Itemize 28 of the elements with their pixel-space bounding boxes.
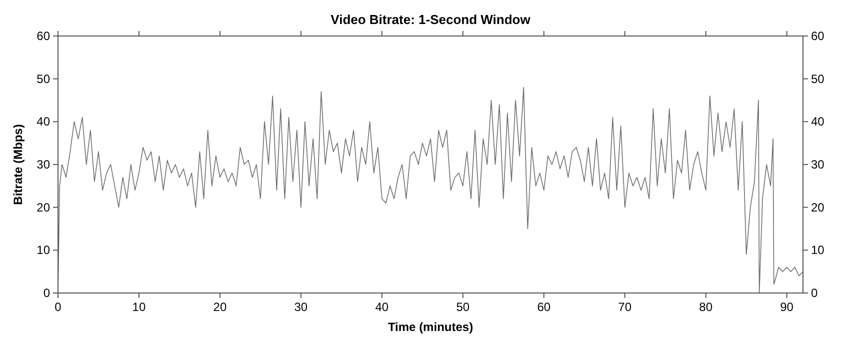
y-axis-title: Bitrate (Mbps) [11, 124, 25, 205]
y2-tick-label: 30 [811, 158, 825, 172]
y-tick-label: 30 [36, 158, 50, 172]
x-tick-label: 0 [54, 300, 62, 314]
x-axis-title: Time (minutes) [388, 320, 474, 334]
y-tick-label: 10 [36, 243, 50, 258]
y2-tick-label: 50 [811, 72, 825, 86]
y-tick-label: 20 [36, 200, 50, 214]
x-tick-label: 50 [456, 300, 470, 314]
y2-tick-label: 20 [811, 200, 825, 214]
y-tick-label: 0 [43, 286, 50, 300]
x-tick-label: 70 [618, 300, 632, 314]
chart-title: Video Bitrate: 1-Second Window [330, 12, 532, 27]
line-series [58, 87, 804, 294]
x-tick-label: 90 [780, 300, 794, 314]
x-tick-label: 60 [537, 300, 551, 314]
y2-tick-label: 0 [811, 286, 818, 300]
x-tick-label: 40 [375, 300, 389, 314]
y-tick-label: 50 [36, 72, 50, 86]
x-tick-label: 80 [699, 300, 713, 314]
y-tick-label: 40 [36, 114, 50, 129]
y2-tick-label: 40 [811, 114, 825, 129]
x-tick-label: 20 [213, 300, 227, 314]
y-tick-label: 60 [36, 29, 50, 43]
y2-tick-label: 60 [811, 29, 825, 43]
x-tick-label: 10 [132, 300, 146, 314]
x-tick-label: 30 [294, 300, 308, 314]
y2-tick-label: 10 [811, 243, 825, 258]
